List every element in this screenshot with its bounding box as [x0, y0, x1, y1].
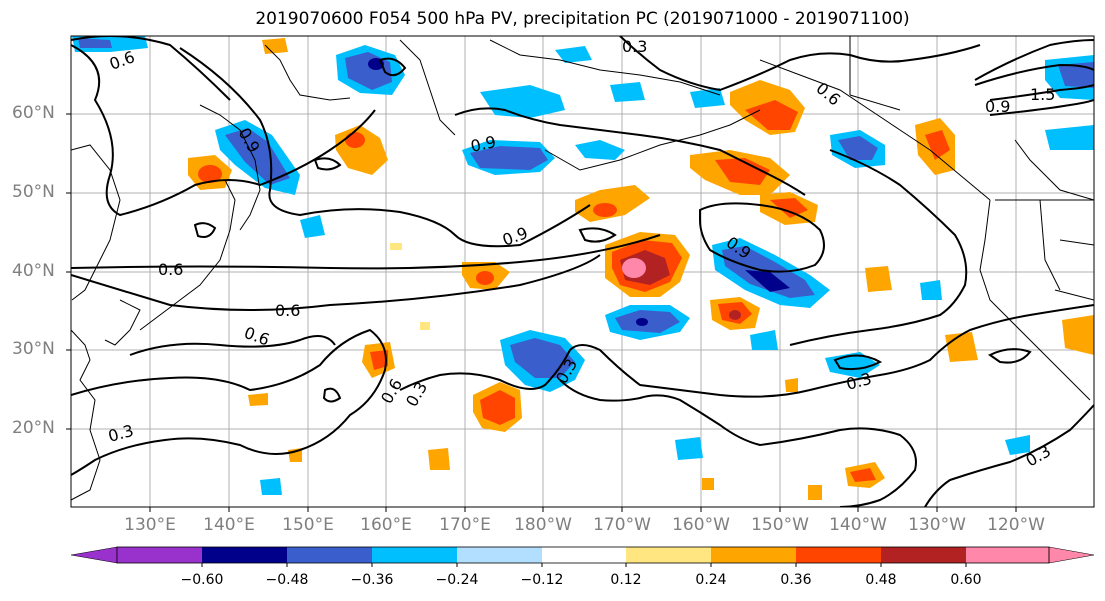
lat-label: 50°N — [12, 182, 55, 202]
lon-label: 150°E — [282, 515, 334, 535]
lon-label: 180°W — [514, 515, 572, 535]
lon-label: 140°E — [203, 515, 255, 535]
colorbar-tick-label: −0.60 — [180, 572, 224, 588]
colorbar-tick-label: 0.60 — [950, 572, 982, 588]
lon-label: 160°E — [360, 515, 412, 535]
lat-label: 20°N — [12, 418, 55, 438]
colorbar-extend-low — [70, 546, 118, 564]
lon-label: 150°W — [751, 515, 809, 535]
colorbar-extend-high — [1048, 546, 1095, 564]
colorbar-tick-label: 0.24 — [695, 572, 727, 588]
graticule — [71, 36, 1094, 507]
lon-label: 130°W — [908, 515, 966, 535]
lon-label: 160°W — [672, 515, 730, 535]
colorbar-tick-label: 0.12 — [610, 572, 642, 588]
contour-label: 1.5 — [1030, 85, 1055, 104]
map-title: 2019070600 F054 500 hPa PV, precipitatio… — [255, 9, 910, 29]
contour-label: 0.9 — [469, 132, 498, 156]
precip-negative — [72, 36, 1094, 495]
contour-label: 0.9 — [985, 97, 1010, 116]
colorbar-tick-label: −0.12 — [520, 572, 564, 588]
pv-contours — [71, 36, 1094, 507]
lon-label: 120°W — [987, 515, 1045, 535]
precip-positive — [188, 38, 1094, 500]
colorbar-tick-label: −0.48 — [265, 572, 309, 588]
lon-label: 140°W — [829, 515, 887, 535]
contour-label: 0.3 — [622, 37, 647, 56]
lon-label: 130°E — [124, 515, 176, 535]
lat-label: 30°N — [12, 339, 55, 359]
colorbar — [70, 546, 1095, 567]
lon-label: 170°W — [593, 515, 651, 535]
contour-label: 0.6 — [275, 301, 300, 320]
lat-label: 60°N — [12, 103, 55, 123]
contour-label: 0.6 — [158, 260, 183, 279]
lon-label: 170°E — [439, 515, 491, 535]
lat-label: 40°N — [12, 261, 55, 281]
axis-ticks — [66, 113, 1017, 512]
colorbar-tick-label: −0.36 — [350, 572, 394, 588]
colorbar-tick-label: 0.36 — [780, 572, 812, 588]
colorbar-tick-label: 0.48 — [865, 572, 897, 588]
colorbar-tick-label: −0.24 — [435, 572, 479, 588]
coastlines — [71, 36, 1094, 501]
